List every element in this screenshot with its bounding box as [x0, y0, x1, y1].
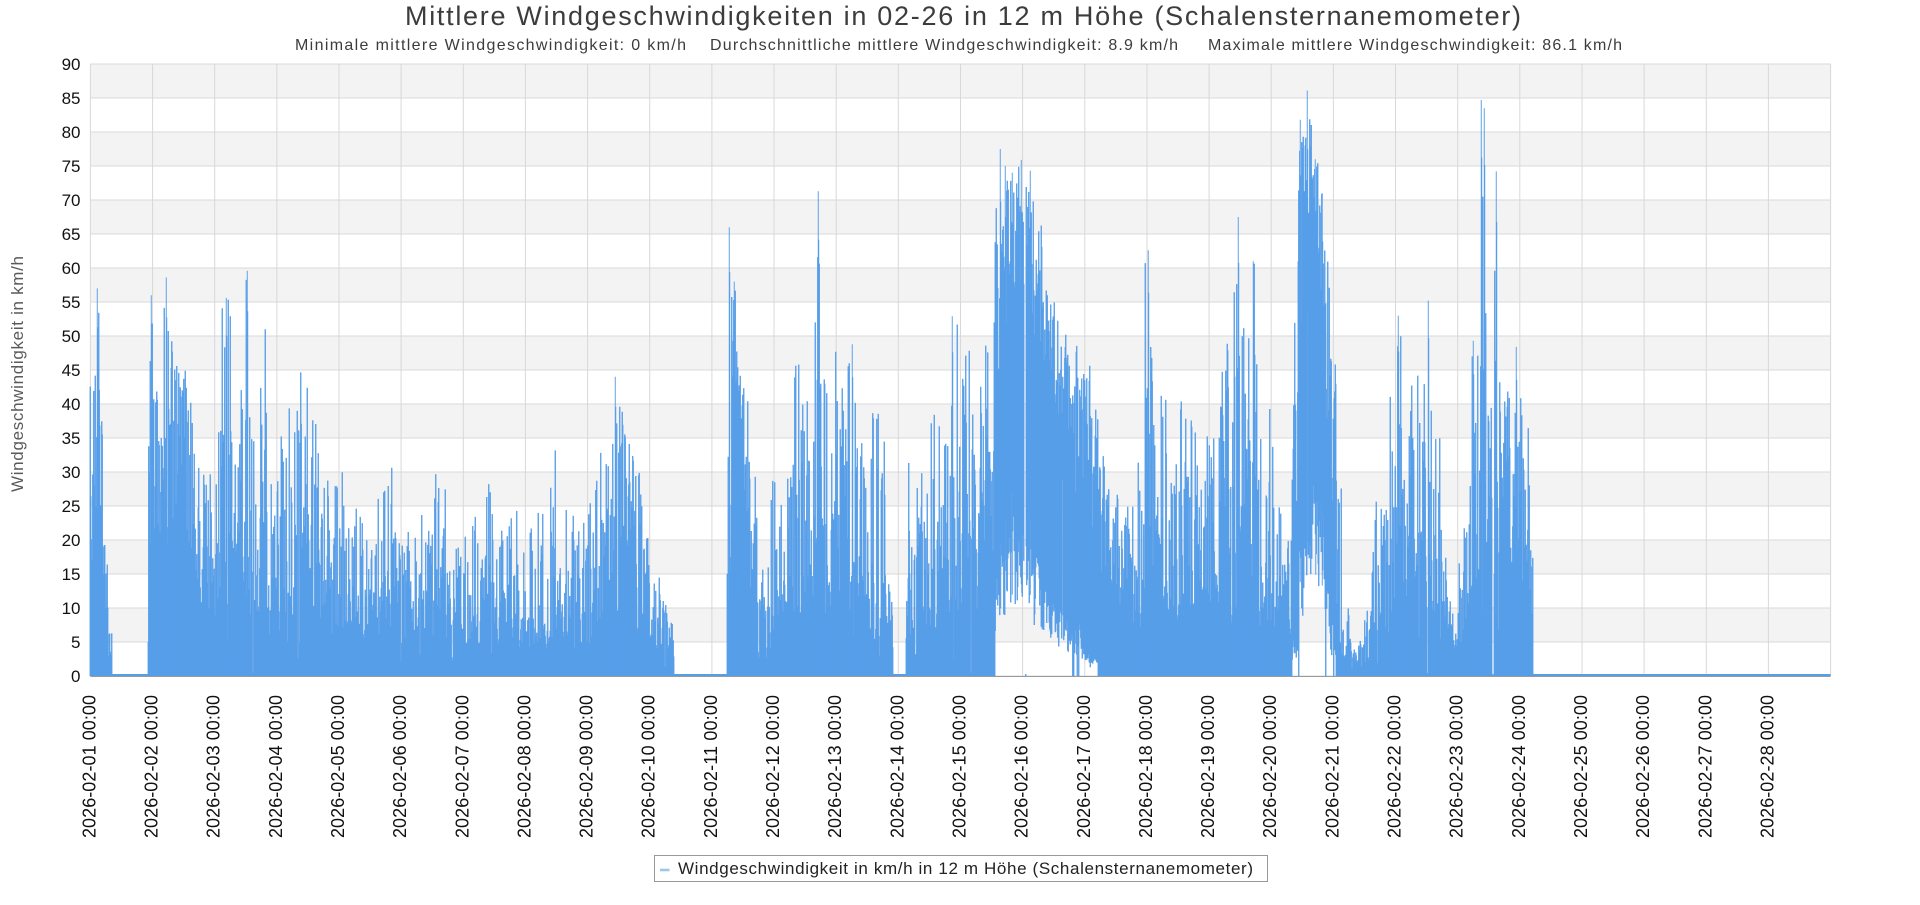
svg-text:Maximale mittlere Windgeschwin: Maximale mittlere Windgeschwindigkeit: 8…	[1208, 37, 1622, 54]
svg-text:2026-02-14 00:00: 2026-02-14 00:00	[887, 695, 907, 838]
svg-text:2026-02-24 00:00: 2026-02-24 00:00	[1509, 695, 1529, 838]
svg-text:2026-02-22 00:00: 2026-02-22 00:00	[1385, 695, 1405, 838]
svg-text:2026-02-21 00:00: 2026-02-21 00:00	[1322, 695, 1342, 838]
svg-text:5: 5	[71, 633, 80, 652]
svg-text:Windgeschwindigkeit in km/h: Windgeschwindigkeit in km/h	[8, 256, 27, 492]
svg-text:15: 15	[62, 565, 81, 584]
svg-text:Windgeschwindigkeit in km/h in: Windgeschwindigkeit in km/h in 12 m Höhe…	[678, 859, 1253, 878]
svg-text:30: 30	[62, 463, 81, 482]
svg-text:2026-02-20 00:00: 2026-02-20 00:00	[1260, 695, 1280, 838]
svg-text:0: 0	[71, 667, 80, 686]
svg-text:2026-02-12 00:00: 2026-02-12 00:00	[763, 695, 783, 838]
svg-text:40: 40	[62, 395, 81, 414]
svg-text:85: 85	[62, 89, 81, 108]
svg-text:70: 70	[62, 191, 81, 210]
svg-text:2026-02-07 00:00: 2026-02-07 00:00	[452, 695, 472, 838]
svg-text:65: 65	[62, 225, 81, 244]
svg-text:2026-02-28 00:00: 2026-02-28 00:00	[1757, 695, 1777, 838]
svg-text:2026-02-04 00:00: 2026-02-04 00:00	[266, 695, 286, 838]
svg-text:2026-02-25 00:00: 2026-02-25 00:00	[1571, 695, 1591, 838]
svg-text:2026-02-13 00:00: 2026-02-13 00:00	[825, 695, 845, 838]
svg-text:10: 10	[62, 599, 81, 618]
svg-text:2026-02-03 00:00: 2026-02-03 00:00	[204, 695, 224, 838]
svg-text:50: 50	[62, 327, 81, 346]
svg-text:2026-02-17 00:00: 2026-02-17 00:00	[1074, 695, 1094, 838]
svg-text:20: 20	[62, 531, 81, 550]
svg-text:45: 45	[62, 361, 81, 380]
svg-text:2026-02-06 00:00: 2026-02-06 00:00	[390, 695, 410, 838]
svg-text:2026-02-01 00:00: 2026-02-01 00:00	[79, 695, 99, 838]
svg-text:80: 80	[62, 123, 81, 142]
svg-text:90: 90	[62, 55, 81, 74]
svg-text:2026-02-27 00:00: 2026-02-27 00:00	[1695, 695, 1715, 838]
svg-text:2026-02-09 00:00: 2026-02-09 00:00	[577, 695, 597, 838]
svg-text:2026-02-23 00:00: 2026-02-23 00:00	[1447, 695, 1467, 838]
svg-text:Durchschnittliche mittlere Win: Durchschnittliche mittlere Windgeschwind…	[710, 37, 1178, 54]
svg-text:2026-02-18 00:00: 2026-02-18 00:00	[1136, 695, 1156, 838]
svg-text:2026-02-05 00:00: 2026-02-05 00:00	[328, 695, 348, 838]
svg-text:55: 55	[62, 293, 81, 312]
svg-text:60: 60	[62, 259, 81, 278]
svg-text:2026-02-08 00:00: 2026-02-08 00:00	[514, 695, 534, 838]
svg-text:2026-02-02 00:00: 2026-02-02 00:00	[142, 695, 162, 838]
svg-text:25: 25	[62, 497, 81, 516]
svg-text:2026-02-10 00:00: 2026-02-10 00:00	[639, 695, 659, 838]
svg-text:2026-02-11 00:00: 2026-02-11 00:00	[701, 695, 721, 838]
svg-text:2026-02-19 00:00: 2026-02-19 00:00	[1198, 695, 1218, 838]
svg-text:2026-02-15 00:00: 2026-02-15 00:00	[950, 695, 970, 838]
svg-text:2026-02-16 00:00: 2026-02-16 00:00	[1012, 695, 1032, 838]
svg-text:2026-02-26 00:00: 2026-02-26 00:00	[1633, 695, 1653, 838]
svg-text:35: 35	[62, 429, 81, 448]
svg-text:75: 75	[62, 157, 81, 176]
